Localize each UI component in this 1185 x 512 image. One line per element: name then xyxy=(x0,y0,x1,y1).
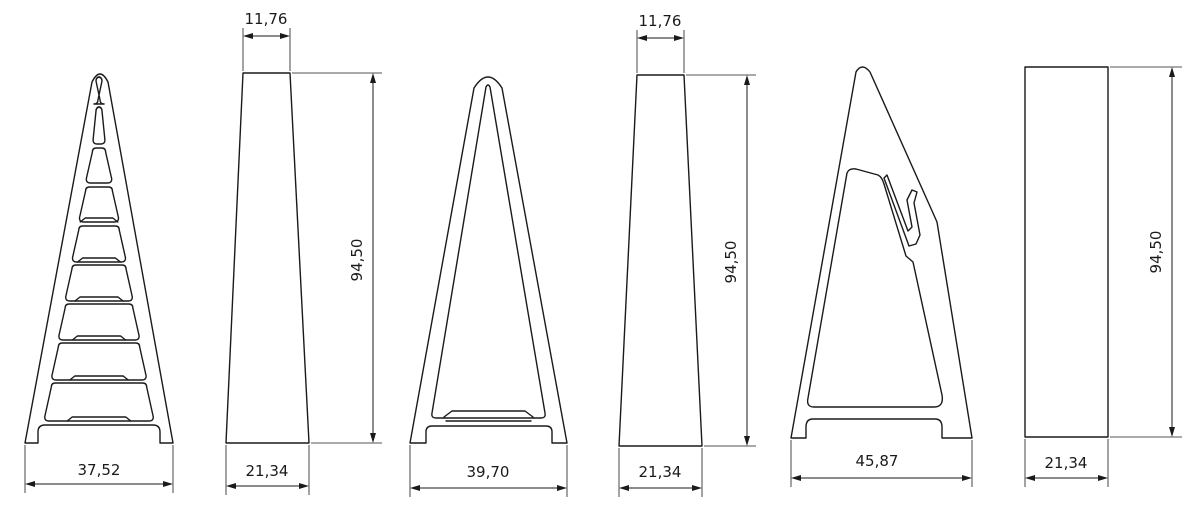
view-5-outline xyxy=(790,66,973,439)
shelf-cutout xyxy=(43,382,155,422)
view-1-width-label: 37,52 xyxy=(78,461,121,479)
view-1-shelf-cutouts xyxy=(43,76,155,422)
shelf-tab xyxy=(79,217,119,223)
view-1-outline xyxy=(24,73,174,444)
shelf-tab xyxy=(71,335,127,341)
view-1-front-shelves: 37,52 xyxy=(24,73,174,493)
view-4-outline xyxy=(618,74,703,447)
view-2-side: 11,76 94,50 21,34 xyxy=(225,10,382,495)
view-6-height-label: 94,50 xyxy=(1147,231,1165,274)
view-3-open-frame: 39,70 xyxy=(409,76,568,497)
view-4-bottom-label: 21,34 xyxy=(639,463,682,481)
view-5-inner-opening xyxy=(806,168,944,408)
shelf-tab xyxy=(74,296,124,302)
shelf-cutout xyxy=(85,147,113,184)
shelf-tab xyxy=(76,257,122,263)
view-6-outline xyxy=(1024,66,1109,438)
shelf-cutout xyxy=(64,264,134,302)
view-3-inner-opening xyxy=(431,84,546,419)
view-4-top-label: 11,76 xyxy=(639,12,682,30)
view-2-bottom-label: 21,34 xyxy=(246,462,289,480)
view-4-height-label: 94,50 xyxy=(722,241,740,284)
shelf-cutout xyxy=(51,342,147,381)
view-2-top-label: 11,76 xyxy=(245,10,288,28)
shelf-cutout xyxy=(71,225,127,263)
view-3-crossbar xyxy=(443,410,534,418)
view-5-slot xyxy=(883,174,921,247)
shelf-tab xyxy=(66,416,132,422)
shelf-cutout xyxy=(93,76,105,105)
view-6-side: 94,50 21,34 xyxy=(1024,66,1182,487)
shelf-tab xyxy=(69,375,129,381)
view-3-width-label: 39,70 xyxy=(467,463,510,481)
view-2-height-label: 94,50 xyxy=(348,239,366,282)
view-5-angled-frame: 45,87 xyxy=(790,66,973,487)
view-2-outline xyxy=(225,72,310,444)
shelf-cutout xyxy=(58,303,140,341)
view-4-side: 11,76 94,50 21,34 xyxy=(618,12,756,497)
view-6-bottom-label: 21,34 xyxy=(1045,454,1088,472)
shelf-cutout xyxy=(92,106,106,145)
shelf-cutout xyxy=(78,186,120,223)
view-3-outline xyxy=(409,76,568,444)
view-5-width-label: 45,87 xyxy=(856,452,899,470)
